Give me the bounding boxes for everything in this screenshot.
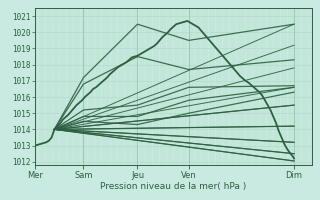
X-axis label: Pression niveau de la mer( hPa ): Pression niveau de la mer( hPa ) [100, 182, 247, 191]
